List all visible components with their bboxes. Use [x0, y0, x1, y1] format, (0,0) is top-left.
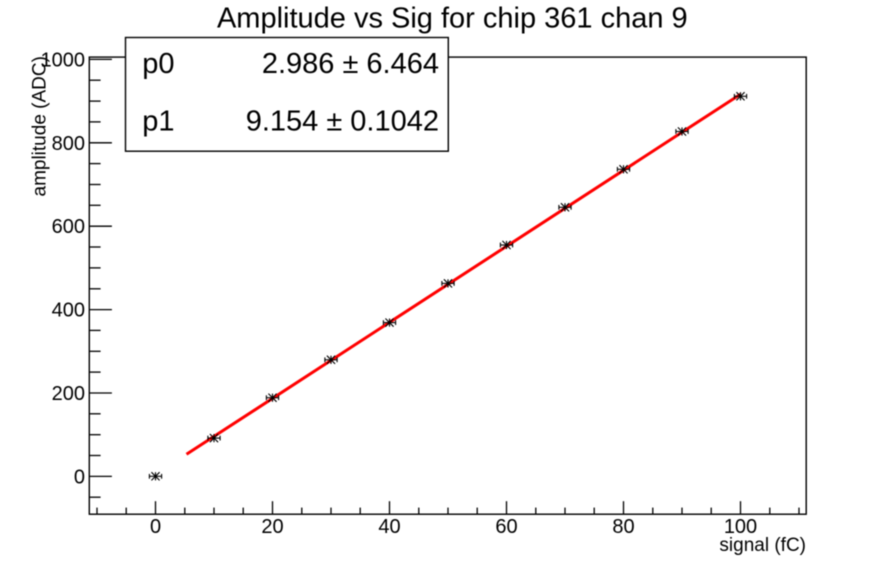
svg-text:60: 60 [495, 516, 517, 538]
svg-text:600: 600 [52, 216, 85, 238]
svg-text:signal (fC): signal (fC) [719, 535, 806, 556]
svg-text:amplitude (ADC): amplitude (ADC) [30, 56, 51, 196]
svg-text:1000: 1000 [41, 49, 86, 71]
svg-text:9.154 ± 0.1042: 9.154 ± 0.1042 [246, 105, 439, 137]
svg-text:80: 80 [612, 516, 634, 538]
svg-text:Amplitude vs Sig for chip 361: Amplitude vs Sig for chip 361 chan 9 [217, 2, 688, 34]
svg-text:0: 0 [150, 516, 161, 538]
svg-text:800: 800 [52, 133, 85, 155]
svg-text:20: 20 [261, 516, 283, 538]
svg-text:400: 400 [52, 300, 85, 322]
svg-text:100: 100 [724, 516, 757, 538]
svg-text:200: 200 [52, 383, 85, 405]
svg-text:p1: p1 [142, 105, 174, 137]
svg-text:p0: p0 [142, 48, 174, 80]
svg-text:2.986 ± 6.464: 2.986 ± 6.464 [262, 48, 439, 80]
svg-text:40: 40 [378, 516, 400, 538]
svg-text:0: 0 [74, 466, 85, 488]
